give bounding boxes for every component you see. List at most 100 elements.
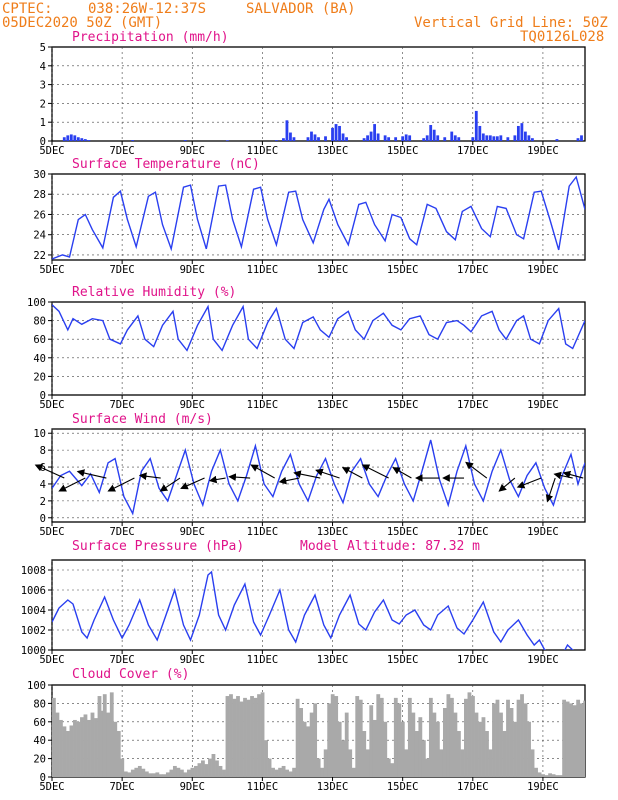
header-datetime: 05DEC2020 50Z (GMT) <box>2 15 163 31</box>
rh-ytick-label: 20 <box>33 371 46 383</box>
cloud-bar <box>246 699 251 777</box>
precip-bar <box>527 135 531 141</box>
cloud-bar <box>439 749 444 777</box>
precip-xtick-label: 17DEC <box>457 145 489 157</box>
rh-ytick-label: 40 <box>33 353 46 365</box>
precip-bar <box>345 137 348 141</box>
cloud-bar <box>232 698 237 777</box>
precip-bar <box>341 133 345 141</box>
cloud-bar <box>393 697 398 777</box>
cloud-bar <box>499 712 503 777</box>
header-code: TQ0126L028 <box>520 29 605 45</box>
precip-bar <box>310 131 313 141</box>
precip-bar <box>404 134 408 141</box>
cloud-bar <box>478 721 482 777</box>
pres-ytick-label: 1002 <box>21 625 46 637</box>
cloud-bar <box>76 721 81 777</box>
wind-xtick-label: 5DEC <box>39 526 64 538</box>
wind-vector-arrow <box>76 469 107 479</box>
rh-panel: 0 20 40 60 80 100 5DEC 7DEC 9DEC 11DEC 13DEC 15DEC 1… <box>27 285 586 411</box>
precip-bar <box>408 135 412 141</box>
rh-xtick-label: 19DEC <box>527 399 559 411</box>
precip-bar <box>580 135 583 141</box>
cloud-xtick-label: 11DEC <box>247 781 279 793</box>
precip-bar <box>87 140 91 141</box>
precip-xtick-label: 11DEC <box>247 145 279 157</box>
cloud-bar <box>102 694 107 777</box>
temp-ytick-label: 22 <box>33 250 46 262</box>
precip-bar <box>576 138 580 141</box>
wind-vector-arrow <box>516 477 542 489</box>
cloud-bar <box>165 772 170 777</box>
cloud-bar <box>428 697 433 777</box>
precip-bar <box>429 125 433 141</box>
cloud-bar <box>355 696 360 777</box>
cloud-bar <box>446 694 451 777</box>
cloud-bar <box>109 692 114 777</box>
cloud-bar <box>267 758 272 777</box>
precip-bar <box>285 120 289 141</box>
cloud-bar <box>250 696 254 777</box>
rh-xtick-label: 15DEC <box>387 399 419 411</box>
temp-xtick-label: 5DEC <box>39 264 64 276</box>
pres-xtick-label: 5DEC <box>39 654 64 666</box>
pres-title: Surface Pressure (hPa) <box>72 539 244 554</box>
cloud-bar <box>66 731 70 777</box>
precip-bar <box>275 140 278 141</box>
cloud-bar <box>302 721 307 777</box>
cloud-bar <box>113 721 118 777</box>
cloud-bar <box>151 773 156 777</box>
cloud-bar <box>148 773 153 777</box>
cloud-ytick-label: 40 <box>33 735 46 747</box>
wind-vector-arrow <box>58 477 86 492</box>
cloud-bar <box>492 703 496 777</box>
cloud-bar <box>211 754 216 777</box>
cloud-bar <box>379 697 384 777</box>
cloud-ytick-label: 60 <box>33 717 46 729</box>
precip-bar <box>131 140 135 141</box>
precip-bar <box>457 137 461 141</box>
precip-bar <box>362 138 366 141</box>
cloud-bar <box>260 692 265 777</box>
cloud-bar <box>558 775 563 777</box>
precip-bar <box>292 137 296 141</box>
cloud-bar <box>295 698 300 777</box>
cloud-bar <box>362 731 367 777</box>
cloud-title: Cloud Cover (%) <box>72 667 189 682</box>
cloud-bar <box>516 699 521 777</box>
cloud-bar <box>80 717 84 777</box>
temp-title: Surface Temperature (nC) <box>72 157 260 172</box>
pres-ytick-label: 1006 <box>21 585 46 597</box>
cloud-bar <box>565 701 570 777</box>
cloud-bar <box>55 712 60 777</box>
wind-vector-arrow <box>293 470 321 479</box>
cloud-bar <box>520 694 524 777</box>
wind-vector-arrow <box>562 470 584 479</box>
cloud-ytick-label: 100 <box>27 680 46 692</box>
cloud-bar <box>464 698 468 777</box>
wind-xtick-label: 17DEC <box>457 526 489 538</box>
cloud-bar <box>204 764 209 777</box>
cloud-xtick-label: 19DEC <box>527 781 559 793</box>
cloud-bar <box>474 712 479 777</box>
precip-bar <box>401 136 405 141</box>
cloud-bar <box>583 700 585 777</box>
temp-xtick-label: 9DEC <box>180 264 205 276</box>
wind-xtick-label: 15DEC <box>387 526 419 538</box>
precip-bar <box>225 140 229 141</box>
temp-xtick-label: 19DEC <box>527 264 559 276</box>
precip-bar <box>425 135 429 141</box>
precip-bar <box>83 139 87 141</box>
rh-ytick-label: 100 <box>27 297 46 309</box>
wind-vector-arrow <box>107 477 135 492</box>
precip-bar <box>383 135 387 141</box>
cloud-bar <box>73 719 77 777</box>
wind-xtick-label: 7DEC <box>109 526 134 538</box>
cloud-bar <box>169 769 174 777</box>
header-grid-note: Vertical Grid Line: 50Z <box>414 15 608 31</box>
pres-ytick-label: 1004 <box>21 605 46 617</box>
wind-xtick-label: 11DEC <box>247 526 279 538</box>
cloud-bar <box>537 772 542 777</box>
cloud-bar <box>215 760 219 777</box>
precip-xtick-label: 5DEC <box>39 145 64 157</box>
